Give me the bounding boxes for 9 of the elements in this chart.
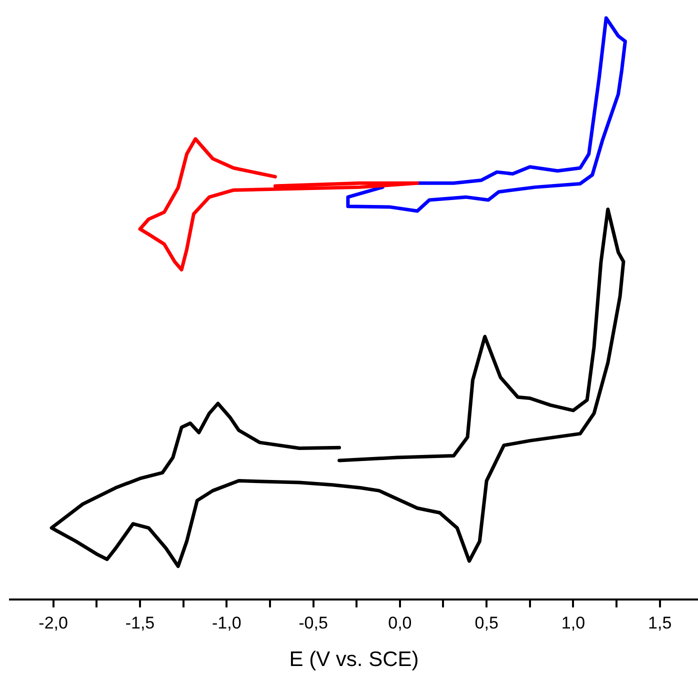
x-tick-label: -1,0 [212,613,242,632]
x-tick-label: -0,5 [298,613,328,632]
x-tick-label: 1,5 [648,613,672,632]
x-tick-label: 0,0 [388,613,412,632]
x-tick-label: -2,0 [38,613,68,632]
x-tick-label: 1,0 [561,613,586,632]
x-tick-label: -1,5 [125,613,155,632]
x-tick-label: 0,5 [474,613,498,632]
x-axis-title: E (V vs. SCE) [289,648,419,672]
